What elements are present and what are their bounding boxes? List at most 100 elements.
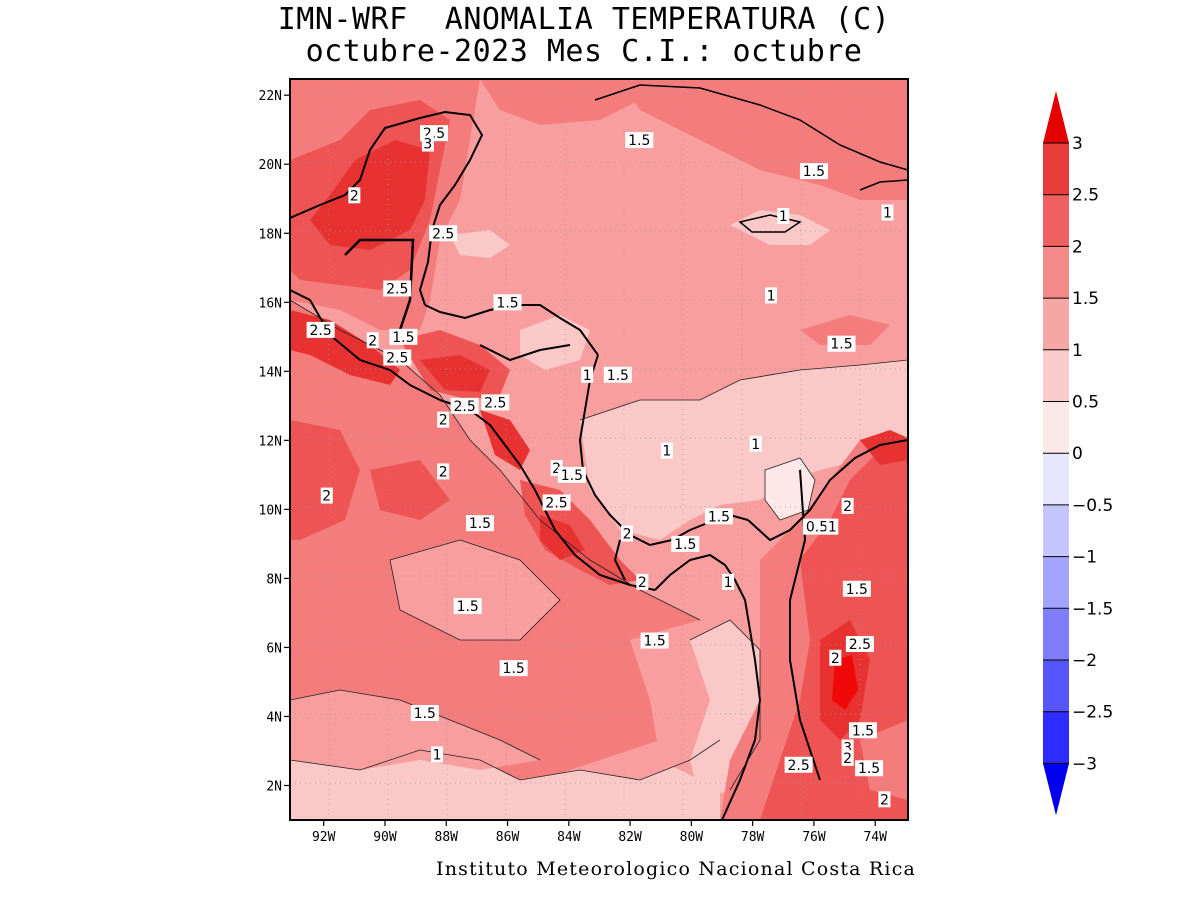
svg-text:1.5: 1.5	[858, 761, 880, 777]
map-frame	[289, 78, 909, 821]
lat-tick-label: 6N	[266, 641, 282, 656]
lon-tick-label: 86W	[496, 830, 520, 845]
colorbar-box	[1043, 608, 1069, 660]
lon-tick-label: 92W	[312, 830, 336, 845]
field-pacific-mid-1-1.5	[390, 540, 560, 640]
contour-label: 2.5	[845, 635, 874, 653]
contour-label: 2	[621, 525, 634, 543]
svg-text:2: 2	[843, 499, 852, 515]
field-colombia-east-1.5-2	[860, 720, 908, 800]
svg-text:1.5: 1.5	[852, 723, 874, 739]
svg-text:2: 2	[831, 651, 840, 667]
colorbar-box	[1043, 298, 1069, 350]
svg-text:2.5: 2.5	[545, 495, 567, 511]
svg-text:1.5: 1.5	[457, 599, 479, 615]
svg-text:1.5: 1.5	[830, 337, 852, 353]
field-cuba-1.5-2	[620, 79, 908, 200]
contour-label: 1	[431, 746, 444, 763]
contour-label: 1.5	[704, 508, 733, 525]
field-pacific-2-2.5	[290, 420, 360, 540]
contour-label: 2	[829, 649, 842, 667]
colorbar-box	[1043, 660, 1069, 712]
contour-label: 1.5	[625, 132, 654, 149]
field-pacific-2-2.5b	[370, 460, 450, 520]
colorbar-label: 2.5	[1072, 186, 1099, 206]
svg-text:1.5: 1.5	[496, 295, 518, 311]
coast-colombia-north	[747, 439, 908, 542]
contour-label: 2	[437, 411, 450, 429]
field-pacific-south-1-1.5	[290, 690, 540, 770]
contour-label: 2	[348, 187, 361, 204]
colorbar-label: 2	[1072, 237, 1083, 257]
contour-label: 1.5	[557, 466, 586, 484]
svg-text:1: 1	[883, 206, 892, 222]
lon-tick-label: 76W	[802, 830, 826, 845]
field-pacific-1.5-2	[290, 300, 700, 800]
coast-pacific-ca	[439, 399, 656, 591]
svg-text:1.5: 1.5	[561, 468, 583, 484]
colorbar-arrow-bottom	[1043, 763, 1069, 816]
contour-label: 1	[581, 366, 594, 384]
lat-tick-label: 12N	[259, 434, 282, 449]
svg-text:2: 2	[638, 575, 647, 591]
contour-label: 3	[421, 135, 434, 153]
grid-lines	[290, 79, 908, 820]
svg-text:3: 3	[843, 741, 852, 757]
svg-text:1.5: 1.5	[469, 516, 491, 532]
svg-text:1.5: 1.5	[846, 582, 868, 598]
svg-text:2: 2	[880, 792, 889, 808]
colorbar-box	[1043, 349, 1069, 402]
contour-label: 1.5	[855, 760, 884, 777]
map-field	[290, 79, 908, 820]
svg-text:2.5: 2.5	[787, 758, 809, 774]
colorbar-label: −2.5	[1072, 703, 1113, 723]
colorbar-label: −3	[1072, 754, 1097, 774]
svg-text:2.5: 2.5	[386, 281, 408, 297]
coast-hispaniola	[859, 179, 908, 191]
contour-label: 1	[881, 204, 894, 222]
field-nicaragua-pacific-2.5-3	[480, 410, 530, 470]
contour-label: 1	[660, 442, 673, 460]
svg-text:2.5: 2.5	[484, 395, 506, 411]
svg-text:2.5: 2.5	[386, 351, 408, 367]
contour-label: 2.5	[481, 394, 510, 411]
contour-label: 1.5	[842, 580, 871, 598]
svg-text:1: 1	[828, 520, 837, 536]
svg-text:2.5: 2.5	[432, 226, 454, 242]
contour-label: 1.5	[410, 705, 439, 722]
field-colombia-gt3	[832, 655, 858, 710]
lon-tick-label: 80W	[680, 830, 704, 845]
contour-label: 2	[878, 791, 891, 808]
colorbar: 3 2.5 2 1.5 1 0.5 0 −0.5 −1 −1.5 −2 −2.5 −3	[1043, 91, 1113, 816]
lon-tick-label: 90W	[373, 830, 397, 845]
svg-text:2.5: 2.5	[849, 637, 871, 653]
field-honduras-1-1.5	[520, 315, 590, 370]
border-costarica-panama	[613, 539, 626, 581]
svg-text:1.5: 1.5	[708, 509, 730, 525]
lat-tick-label: 14N	[259, 365, 282, 380]
lat-tick-label: 16N	[259, 296, 282, 311]
contour-label: 2	[366, 332, 379, 349]
contour-label: 2	[437, 463, 450, 480]
latitude-axis: 22N 20N 18N 16N 14N 12N 10N 8N 6N 4N 2N	[259, 89, 290, 794]
field-colombia-north-2.5-3	[860, 430, 908, 465]
svg-text:1.5: 1.5	[414, 706, 436, 722]
lon-tick-label: 88W	[435, 830, 459, 845]
contour-label: 1.5	[499, 660, 528, 677]
border-guatemala	[344, 238, 415, 331]
colorbar-label: −0.5	[1072, 496, 1113, 516]
contour-label: 1	[765, 287, 778, 304]
contour-label: 1.5	[493, 294, 522, 311]
svg-text:1.5: 1.5	[392, 330, 414, 346]
svg-text:1.5: 1.5	[503, 661, 525, 677]
lat-tick-label: 22N	[259, 89, 282, 104]
colorbar-label: 1.5	[1072, 289, 1099, 309]
svg-text:1: 1	[751, 437, 760, 453]
svg-text:2: 2	[368, 333, 377, 349]
contour-label: 1.5	[465, 515, 494, 532]
svg-text:2: 2	[439, 464, 448, 480]
colorbar-label: −1.5	[1072, 599, 1113, 619]
contour-label: 1	[777, 208, 790, 225]
svg-text:2.5: 2.5	[454, 399, 476, 415]
svg-text:2: 2	[552, 461, 561, 477]
